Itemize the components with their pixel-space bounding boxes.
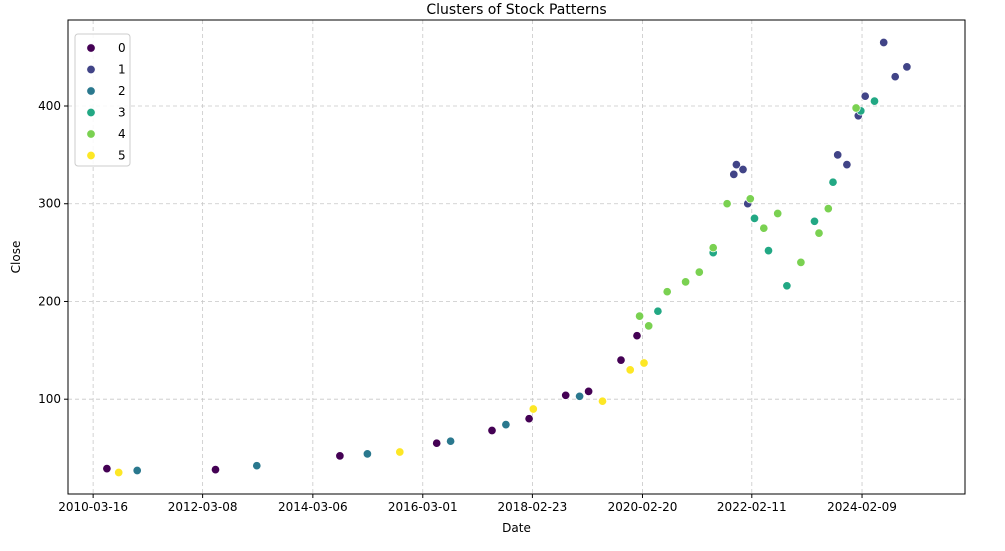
data-point-cluster-4 [823, 204, 833, 214]
x-tick-label: 2016-03-01 [388, 500, 458, 514]
data-point-cluster-0 [616, 355, 626, 365]
data-point-cluster-5 [395, 447, 405, 457]
data-point-cluster-0 [102, 464, 112, 474]
x-tick-label: 2014-03-06 [278, 500, 348, 514]
points [102, 37, 912, 478]
legend: 0 1 2 3 4 5 [74, 33, 131, 167]
data-point-cluster-1 [902, 62, 912, 72]
x-tick-label: 2018-02-23 [498, 500, 568, 514]
legend-marker-2 [86, 86, 96, 96]
y-tick-label: 300 [38, 197, 61, 211]
x-tick-label: 2012-03-08 [168, 500, 238, 514]
data-point-cluster-0 [432, 438, 442, 448]
data-point-cluster-3 [653, 306, 663, 316]
plot-frame [67, 19, 966, 495]
legend-label: 2 [118, 84, 126, 98]
data-point-cluster-5 [114, 467, 124, 478]
x-axis-label: Date [502, 521, 531, 535]
data-point-cluster-4 [722, 199, 732, 209]
data-point-cluster-0 [584, 386, 594, 396]
data-point-cluster-0 [632, 331, 642, 341]
data-point-cluster-4 [851, 103, 861, 113]
data-point-cluster-1 [890, 72, 900, 82]
data-point-cluster-4 [662, 287, 672, 297]
data-point-cluster-2 [446, 436, 456, 446]
data-point-cluster-5 [625, 365, 635, 375]
legend-marker-3 [86, 108, 96, 118]
y-tick-label: 200 [38, 294, 61, 308]
data-point-cluster-3 [749, 213, 760, 223]
y-tick-label: 100 [38, 392, 61, 406]
data-point-cluster-0 [561, 390, 571, 400]
data-point-cluster-4 [759, 223, 769, 233]
legend-label: 5 [118, 149, 126, 163]
legend-marker-4 [86, 129, 96, 139]
data-point-cluster-1 [879, 37, 889, 48]
legend-label: 1 [118, 63, 126, 77]
legend-label: 4 [118, 127, 126, 141]
data-point-cluster-4 [745, 194, 755, 204]
data-point-cluster-2 [501, 420, 511, 430]
legend-marker-5 [86, 151, 96, 161]
data-point-cluster-4 [708, 243, 718, 253]
data-point-cluster-5 [639, 358, 649, 368]
y-tick-label: 400 [38, 99, 61, 113]
data-point-cluster-1 [731, 160, 741, 170]
data-point-cluster-0 [335, 451, 345, 461]
data-point-cluster-3 [828, 177, 838, 187]
data-point-cluster-0 [524, 414, 534, 424]
data-point-cluster-1 [833, 150, 843, 160]
data-point-cluster-4 [681, 277, 691, 287]
data-point-cluster-3 [809, 216, 820, 226]
legend-marker-0 [86, 43, 96, 53]
data-point-cluster-2 [132, 465, 142, 476]
x-tick-label: 2020-02-20 [608, 500, 678, 514]
data-point-cluster-3 [763, 246, 774, 256]
x-tick-label: 2024-02-09 [827, 500, 897, 514]
data-point-cluster-4 [635, 311, 645, 321]
data-point-cluster-4 [814, 228, 824, 238]
data-point-cluster-5 [528, 404, 538, 414]
data-point-cluster-4 [694, 267, 704, 277]
data-point-cluster-4 [796, 257, 806, 267]
data-point-cluster-0 [210, 465, 221, 475]
data-point-cluster-4 [773, 208, 783, 219]
data-point-cluster-4 [644, 321, 654, 331]
data-point-cluster-0 [487, 425, 497, 436]
data-point-cluster-3 [869, 96, 880, 106]
ticks: 2010-03-16 2012-03-08 2014-03-06 2016-03-01… [38, 99, 897, 514]
x-tick-label: 2010-03-16 [58, 500, 128, 514]
data-point-cluster-1 [860, 91, 870, 101]
legend-label: 3 [118, 106, 126, 120]
grid [68, 20, 965, 494]
data-point-cluster-5 [597, 396, 608, 406]
chart-title: Clusters of Stock Patterns [426, 2, 606, 18]
legend-marker-1 [86, 65, 96, 75]
data-point-cluster-1 [842, 160, 852, 170]
data-point-cluster-2 [362, 449, 372, 459]
x-tick-label: 2022-02-11 [717, 500, 787, 514]
legend-label: 0 [118, 41, 126, 55]
data-point-cluster-1 [729, 169, 739, 179]
y-axis-label: Close [9, 241, 23, 274]
data-point-cluster-3 [782, 281, 792, 291]
data-point-cluster-2 [252, 461, 262, 471]
data-point-cluster-2 [575, 391, 585, 401]
data-point-cluster-1 [738, 164, 748, 175]
